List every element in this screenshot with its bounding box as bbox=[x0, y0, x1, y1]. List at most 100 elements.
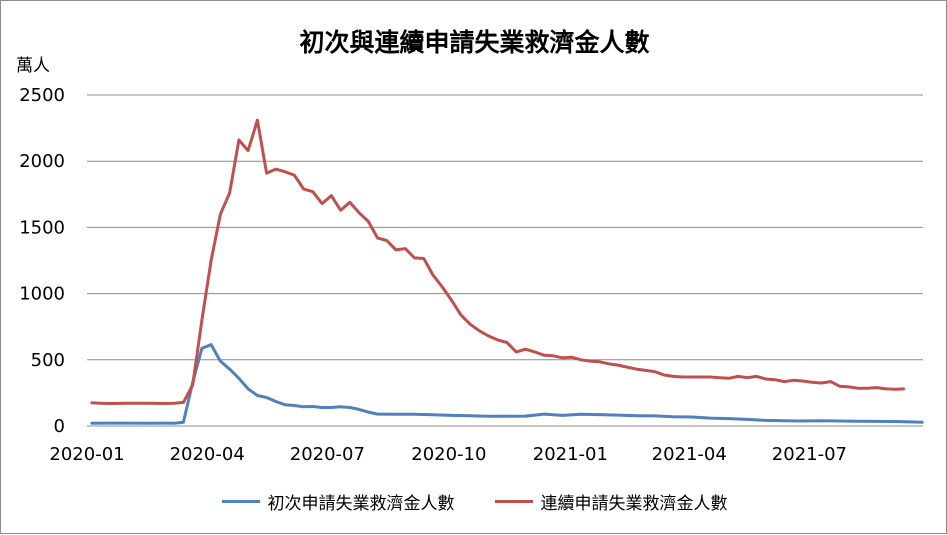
y-tick-label-1500: 1500 bbox=[19, 217, 65, 238]
series-0-point-53 bbox=[857, 420, 860, 423]
series-1-point-23 bbox=[330, 194, 333, 197]
series-1-point-1 bbox=[99, 402, 101, 405]
series-1-point-25 bbox=[349, 201, 351, 203]
series-1-point-55 bbox=[626, 366, 628, 368]
series-1-point-69 bbox=[765, 378, 767, 380]
series-1-point-68 bbox=[755, 375, 758, 378]
series-1-point-4 bbox=[145, 402, 148, 405]
series-0-point-55 bbox=[894, 420, 897, 423]
series-1-point-58 bbox=[654, 370, 656, 373]
series-1-point-26 bbox=[358, 212, 360, 214]
series-0-point-17 bbox=[284, 404, 286, 406]
series-1-point-46 bbox=[543, 354, 545, 357]
y-tick-label-500: 500 bbox=[31, 350, 65, 371]
y-tick-label-0: 0 bbox=[54, 416, 65, 437]
series-0-point-57 bbox=[922, 421, 924, 424]
legend: 初次申請失業救濟金人數 連續申請失業救濟金人數 bbox=[1, 489, 947, 514]
series-0-point-43 bbox=[672, 415, 675, 418]
series-1-point-32 bbox=[413, 257, 416, 259]
series-0-point-39 bbox=[598, 413, 601, 416]
y-tick-label-2000: 2000 bbox=[19, 151, 65, 172]
series-1-point-33 bbox=[423, 257, 425, 260]
series-1-point-39 bbox=[478, 329, 481, 332]
series-0-point-44 bbox=[691, 416, 693, 418]
series-0-point-28 bbox=[395, 413, 397, 416]
series-1-point-81 bbox=[876, 386, 878, 389]
series-1-point-52 bbox=[598, 361, 601, 363]
legend-label-continuing: 連續申請失業救濟金人數 bbox=[540, 494, 728, 514]
x-tick-label-2020-04: 2020-04 bbox=[170, 444, 245, 465]
series-1-point-70 bbox=[774, 378, 776, 381]
series-1-point-41 bbox=[496, 339, 499, 341]
series-0-point-13 bbox=[247, 388, 249, 390]
series-0-point-16 bbox=[275, 400, 277, 403]
series-1-point-6 bbox=[173, 402, 175, 405]
series-0-point-38 bbox=[580, 413, 582, 416]
series-0-point-56 bbox=[913, 421, 915, 423]
series-0-point-29 bbox=[413, 413, 416, 416]
series-1-point-57 bbox=[644, 369, 647, 372]
series-0-point-31 bbox=[450, 414, 453, 417]
series-1-point-14 bbox=[247, 149, 249, 152]
series-1-point-2 bbox=[108, 402, 111, 405]
series-1-point-38 bbox=[469, 323, 471, 325]
series-0-point-27 bbox=[376, 413, 379, 415]
series-1-point-36 bbox=[450, 299, 453, 302]
series-0-point-49 bbox=[783, 419, 786, 422]
series-1-point-9 bbox=[201, 319, 203, 321]
series-0-point-52 bbox=[839, 420, 841, 422]
series-1-point-74 bbox=[811, 381, 813, 384]
series-1-point-62 bbox=[691, 376, 693, 378]
series-0-point-3 bbox=[145, 422, 148, 425]
series-0-point-46 bbox=[728, 417, 730, 420]
series-1-point-75 bbox=[820, 382, 823, 384]
series-1-point-67 bbox=[746, 376, 749, 379]
series-1-point-20 bbox=[302, 188, 305, 190]
series-0-point-15 bbox=[265, 396, 268, 399]
series-0-point-42 bbox=[654, 415, 656, 417]
series-0-point-20 bbox=[312, 405, 314, 408]
series-1-point-53 bbox=[607, 363, 610, 365]
legend-swatch-continuing bbox=[494, 500, 533, 503]
series-1-point-73 bbox=[802, 380, 804, 382]
series-1-point-65 bbox=[728, 377, 730, 380]
series-0-point-0 bbox=[90, 422, 92, 425]
series-1-point-0 bbox=[90, 402, 92, 404]
legend-item-initial: 初次申請失業救濟金人數 bbox=[221, 489, 455, 514]
series-0-point-11 bbox=[228, 368, 231, 370]
series-1-point-61 bbox=[681, 376, 684, 378]
series-0-point-36 bbox=[543, 413, 545, 415]
x-tick-label-2021-01: 2021-01 bbox=[533, 444, 608, 465]
series-0-point-8 bbox=[201, 347, 203, 350]
series-0-point-25 bbox=[358, 408, 360, 411]
series-0-point-51 bbox=[820, 419, 823, 422]
series-1-point-77 bbox=[839, 385, 841, 388]
y-axis-unit-label: 萬人 bbox=[16, 56, 50, 76]
series-0-point-6 bbox=[182, 421, 185, 424]
series-1-point-40 bbox=[487, 335, 490, 337]
series-0-point-34 bbox=[506, 415, 508, 418]
legend-item-continuing: 連續申請失業救濟金人數 bbox=[494, 489, 728, 514]
series-0-point-5 bbox=[173, 422, 175, 425]
series-1-point-47 bbox=[552, 355, 554, 357]
series-1-point-56 bbox=[635, 368, 638, 370]
series-1-point-49 bbox=[570, 356, 573, 359]
series-1-point-22 bbox=[321, 202, 323, 205]
series-1-point-8 bbox=[191, 384, 194, 386]
series-1-point-17 bbox=[275, 168, 277, 170]
series-1-point-16 bbox=[265, 172, 268, 174]
series-0-point-37 bbox=[561, 414, 564, 417]
series-0-point-24 bbox=[349, 406, 351, 409]
series-1-point-71 bbox=[783, 380, 786, 383]
series-1-point-13 bbox=[238, 139, 240, 141]
series-1-point-7 bbox=[182, 401, 185, 404]
series-1-point-79 bbox=[857, 387, 860, 390]
series-0-point-35 bbox=[524, 415, 527, 417]
series-1-point-54 bbox=[617, 364, 619, 366]
series-1-point-63 bbox=[709, 376, 712, 378]
y-tick-label-1000: 1000 bbox=[19, 284, 65, 305]
series-0-point-4 bbox=[164, 422, 166, 424]
series-1-point-72 bbox=[792, 379, 795, 382]
series-1-point-59 bbox=[663, 374, 665, 376]
series-1-point-29 bbox=[386, 239, 388, 242]
